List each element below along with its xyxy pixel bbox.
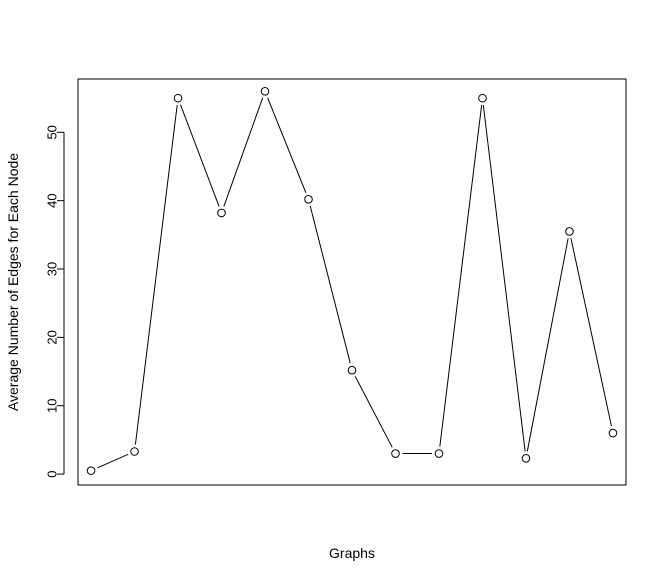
data-point xyxy=(304,194,313,204)
data-point xyxy=(608,428,618,438)
data-point xyxy=(347,365,357,375)
data-point xyxy=(434,449,444,458)
plot-frame xyxy=(77,78,627,486)
data-point xyxy=(86,466,96,475)
y-tick-label: 20 xyxy=(44,330,59,344)
data-point xyxy=(260,87,270,96)
data-point xyxy=(478,93,487,103)
y-tick-label: 10 xyxy=(44,398,59,412)
y-tick-label: 0 xyxy=(44,470,59,477)
y-tick-label: 40 xyxy=(44,193,59,207)
data-point xyxy=(173,93,183,103)
data-point xyxy=(565,227,574,236)
y-tick-label: 50 xyxy=(44,125,59,139)
data-point xyxy=(130,447,139,456)
series-polyline xyxy=(90,89,614,472)
y-axis: 0 10 20 30 40 50 xyxy=(44,125,65,478)
y-axis-title: Average Number of Edges for Each Node xyxy=(5,153,21,411)
data-point xyxy=(217,208,226,218)
data-point xyxy=(391,449,400,458)
data-point xyxy=(521,454,531,463)
series-line xyxy=(84,84,620,478)
x-axis-title: Graphs xyxy=(329,545,375,561)
y-tick-label: 30 xyxy=(44,262,59,276)
